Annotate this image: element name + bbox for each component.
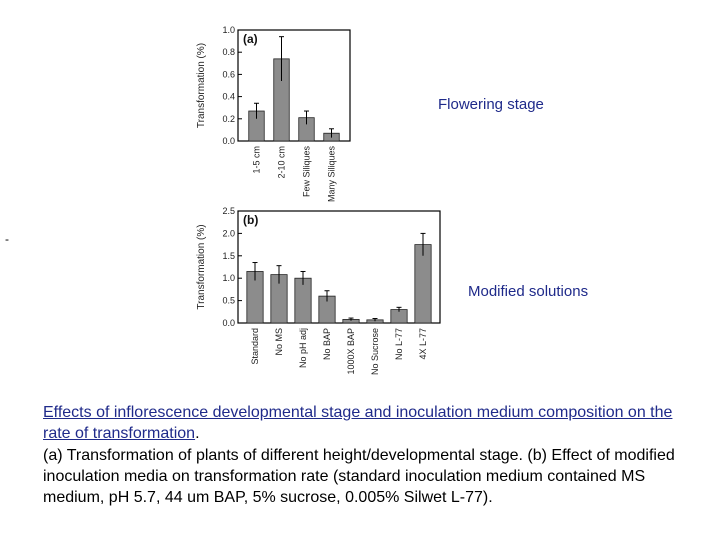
x-tick-label: Standard [250, 328, 260, 365]
x-tick-label: No BAP [322, 328, 332, 360]
figure-caption: Effects of inflorescence developmental s… [43, 402, 698, 508]
y-tick-label: 2.0 [222, 228, 235, 238]
x-tick-label: Many Siliques [327, 146, 337, 203]
x-tick-label: No L-77 [394, 328, 404, 360]
y-axis-label: Transformation (%) [196, 224, 207, 309]
y-tick-label: 0.2 [222, 114, 235, 124]
y-tick-label: 1.0 [222, 25, 235, 35]
caption-title-period: . [195, 425, 200, 443]
bar [414, 244, 432, 324]
plot-frame [237, 29, 351, 142]
panel-label: (b) [243, 213, 258, 227]
x-tick-label: 2-10 cm [277, 146, 287, 179]
modified-solutions-label: Modified solutions [468, 283, 589, 300]
y-tick-label: 1.0 [222, 273, 235, 283]
y-axis-label: Transformation (%) [196, 43, 207, 128]
caption-body: (a) Transformation of plants of differen… [43, 446, 675, 507]
y-tick-label: 1.5 [222, 251, 235, 261]
x-tick-label: No pH adj [298, 328, 308, 368]
dash-mark: - [5, 232, 9, 246]
y-tick-label: 2.5 [222, 206, 235, 216]
y-tick-label: 0.6 [222, 69, 235, 79]
panel-label: (a) [243, 32, 258, 46]
y-tick-label: 0.8 [222, 47, 235, 57]
x-tick-label: Few Siliques [302, 146, 312, 198]
y-tick-label: 0.0 [222, 136, 235, 146]
y-tick-label: 0.5 [222, 296, 235, 306]
y-tick-label: 0.4 [222, 92, 235, 102]
caption-title[interactable]: Effects of inflorescence developmental s… [43, 404, 673, 443]
chart-flowering-stage: 0.0 0.2 0.4 0.6 0.8 1.0 Transformation (%) (a) 1… [196, 25, 351, 203]
chart-modified-solutions: 0.0 0.5 1.0 1.5 2.0 2.5 Transformation (%) (b) S… [196, 206, 441, 375]
y-tick-label: 0.0 [222, 318, 235, 328]
plot-frame [237, 210, 441, 324]
x-tick-label: 1000X BAP [346, 328, 356, 375]
flowering-stage-label: Flowering stage [438, 96, 544, 113]
x-tick-label: 1-5 cm [252, 146, 262, 174]
x-tick-label: No MS [274, 328, 284, 356]
bar [294, 277, 312, 324]
x-tick-label: No Sucrose [370, 328, 380, 375]
x-tick-label: 4X L-77 [418, 328, 428, 360]
